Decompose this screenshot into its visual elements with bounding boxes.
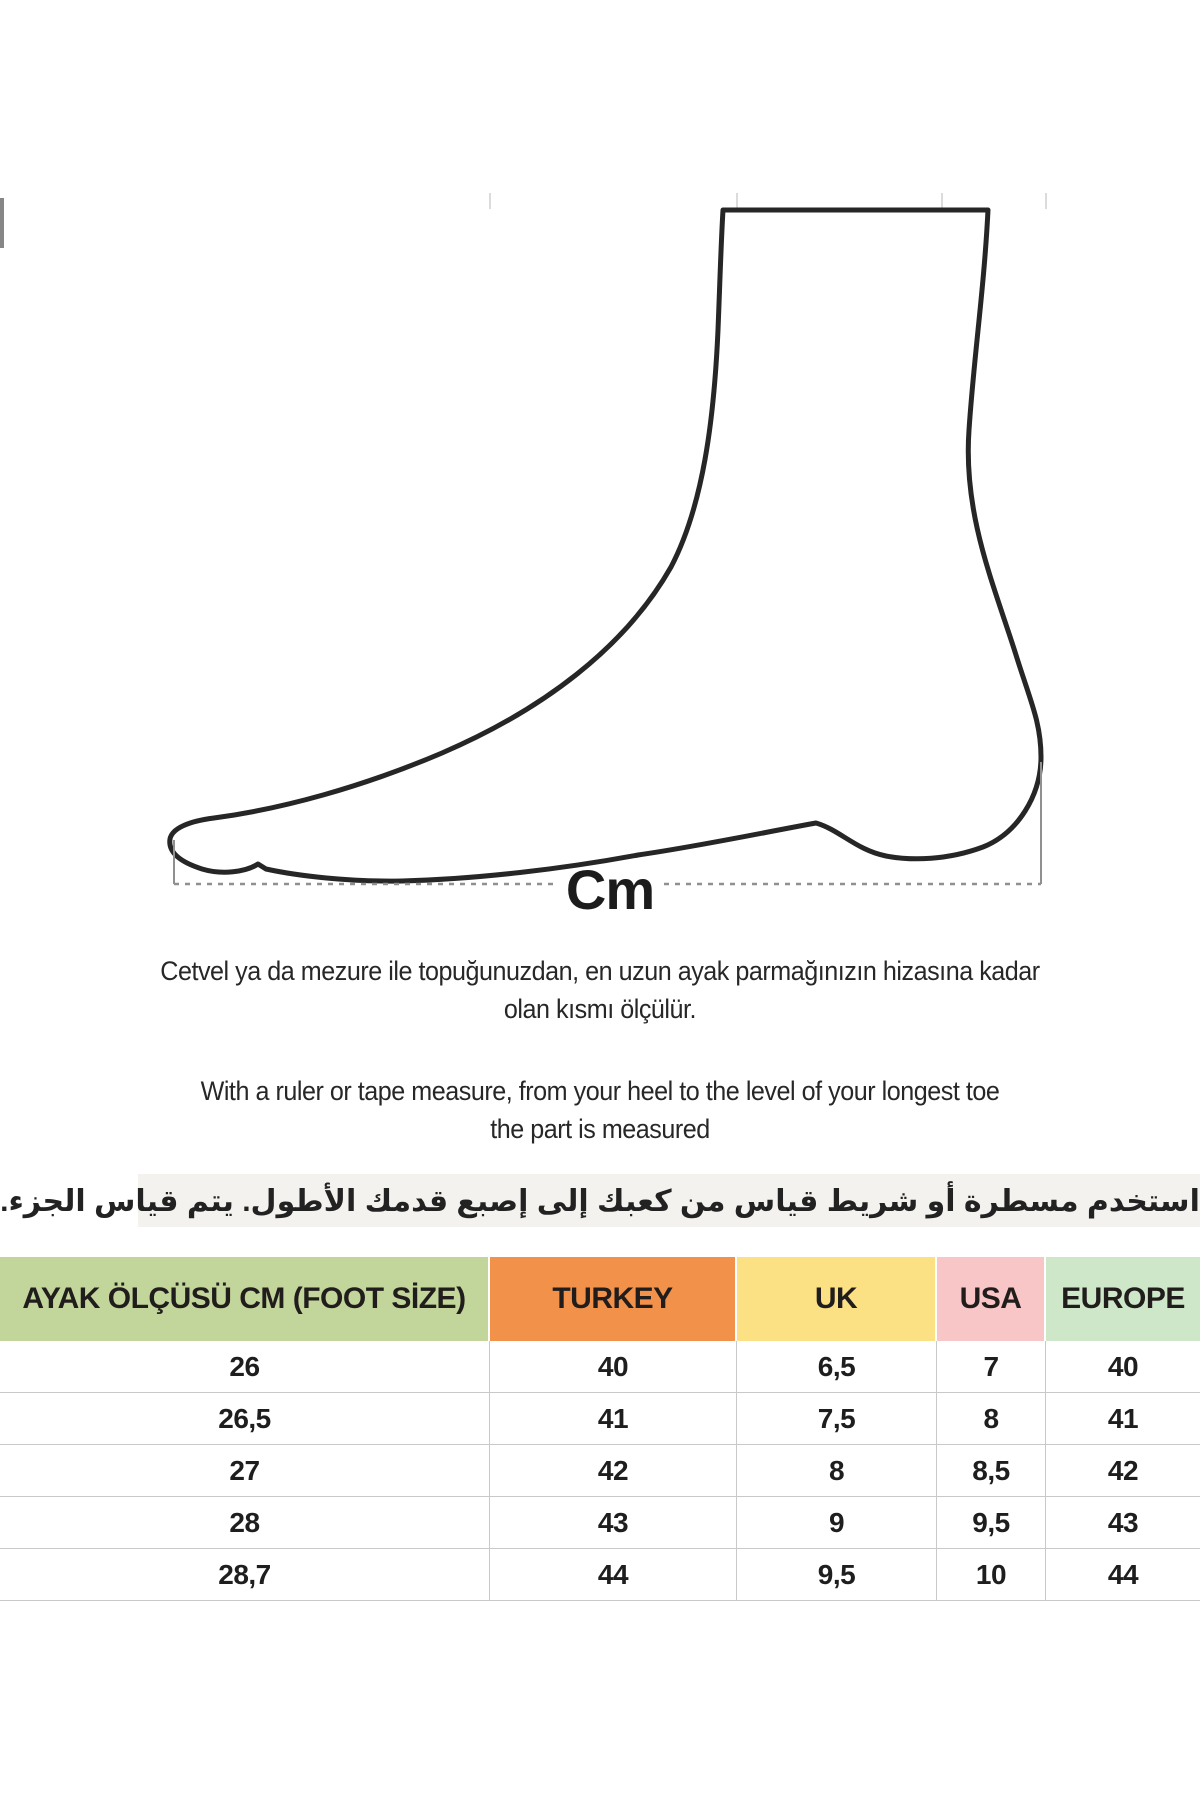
size-cell: 44 xyxy=(1046,1549,1200,1601)
size-cell: 42 xyxy=(490,1445,737,1497)
arabic-highlight-band xyxy=(138,1174,1200,1227)
column-header-uk: UK xyxy=(737,1257,937,1341)
column-header-foot-size-cm: AYAK ÖLÇÜSÜ CM (FOOT SİZE) xyxy=(0,1257,490,1341)
size-cell: 42 xyxy=(1046,1445,1200,1497)
table-row: 28 43 9 9,5 43 xyxy=(0,1497,1200,1549)
table-row: 26,5 41 7,5 8 41 xyxy=(0,1393,1200,1445)
size-cell: 26,5 xyxy=(0,1393,490,1445)
size-cell: 7 xyxy=(937,1341,1046,1393)
foot-measurement-diagram: Cm xyxy=(0,193,1047,921)
table-row: 27 42 8 8,5 42 xyxy=(0,1445,1200,1497)
size-cell: 8 xyxy=(737,1445,937,1497)
size-conversion-table: AYAK ÖLÇÜSÜ CM (FOOT SİZE) TURKEY UK USA… xyxy=(0,1257,1200,1601)
measurement-guides xyxy=(173,762,1042,886)
ghost-grid-ticks xyxy=(489,193,1047,209)
cm-label: Cm xyxy=(566,858,654,921)
size-cell: 43 xyxy=(1046,1497,1200,1549)
size-cell: 41 xyxy=(490,1393,737,1445)
size-cell: 9,5 xyxy=(737,1549,937,1601)
size-table-header: AYAK ÖLÇÜSÜ CM (FOOT SİZE) TURKEY UK USA… xyxy=(0,1257,1200,1341)
table-row: 28,7 44 9,5 10 44 xyxy=(0,1549,1200,1601)
size-cell: 44 xyxy=(490,1549,737,1601)
size-cell: 6,5 xyxy=(737,1341,937,1393)
size-cell: 8 xyxy=(937,1393,1046,1445)
table-row: 26 40 6,5 7 40 xyxy=(0,1341,1200,1393)
size-cell: 28 xyxy=(0,1497,490,1549)
instruction-arabic: استخدم مسطرة أو شريط قياس من كعبك إلى إص… xyxy=(0,1185,1200,1218)
size-cell: 43 xyxy=(490,1497,737,1549)
scan-artifact xyxy=(0,198,4,248)
instruction-turkish: Cetvel ya da mezure ile topuğunuzdan, en… xyxy=(160,956,1040,1024)
size-cell: 8,5 xyxy=(937,1445,1046,1497)
column-header-usa: USA xyxy=(937,1257,1046,1341)
size-cell: 7,5 xyxy=(737,1393,937,1445)
size-table-body: 26 40 6,5 7 40 26,5 41 7,5 8 41 27 42 8 8,5 42 28 43 9 9,5… xyxy=(0,1341,1200,1601)
foot-outline xyxy=(167,207,1044,884)
size-cell: 40 xyxy=(490,1341,737,1393)
size-cell: 10 xyxy=(937,1549,1046,1601)
size-cell: 9,5 xyxy=(937,1497,1046,1549)
column-header-turkey: TURKEY xyxy=(490,1257,737,1341)
size-cell: 28,7 xyxy=(0,1549,490,1601)
size-cell: 40 xyxy=(1046,1341,1200,1393)
size-cell: 26 xyxy=(0,1341,490,1393)
size-cell: 9 xyxy=(737,1497,937,1549)
size-cell: 27 xyxy=(0,1445,490,1497)
column-header-europe: EUROPE xyxy=(1046,1257,1200,1341)
size-cell: 41 xyxy=(1046,1393,1200,1445)
instruction-english: With a ruler or tape measure, from your … xyxy=(200,1076,1000,1144)
